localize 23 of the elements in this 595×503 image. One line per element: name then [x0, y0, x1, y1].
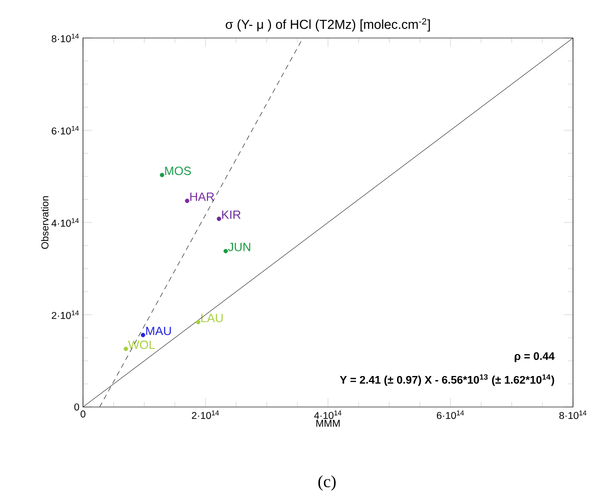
chart-title: σ (Y- μ ) of HCl (T2Mz) [molec.cm$^{-2}$] — [226, 18, 430, 32]
y-tick-label: 4·10$^{14}$ — [52, 218, 79, 227]
x-axis-title: MMM — [316, 420, 340, 427]
y-tick-label: 2·10$^{14}$ — [52, 310, 79, 319]
text: (c) — [318, 475, 336, 491]
series-label: MAU — [146, 326, 171, 336]
x-tick-label: 8·10$^{14}$ — [559, 410, 586, 420]
y-axis-title: Observation — [41, 196, 48, 249]
series-label: KIR — [222, 210, 241, 219]
x-tick-label: 4·10$^{14}$ — [314, 410, 342, 420]
y-tick-label: 0 — [74, 403, 80, 411]
x-tick-label: 0 — [80, 410, 86, 418]
y-tick-label: 6·10$^{14}$ — [52, 126, 79, 135]
x-tick-label: 6·10$^{14}$ — [436, 410, 464, 420]
series-label: HAR — [190, 192, 214, 201]
annotation: Y = 2.41 (± 0.97) X - 6.56*10$^{13}$ (± 1.62*10$^{14}$) — [340, 374, 554, 386]
x-tick-label: 2·10$^{14}$ — [192, 410, 219, 420]
y-tick-label: 8·10$^{14}$ — [52, 34, 79, 42]
annotation: ρ = 0.44 — [514, 352, 555, 362]
series-label: LAU — [201, 314, 223, 322]
series-label: WOL — [128, 340, 155, 349]
series-label: JUN — [228, 242, 250, 252]
series-label: MOS — [165, 166, 191, 176]
